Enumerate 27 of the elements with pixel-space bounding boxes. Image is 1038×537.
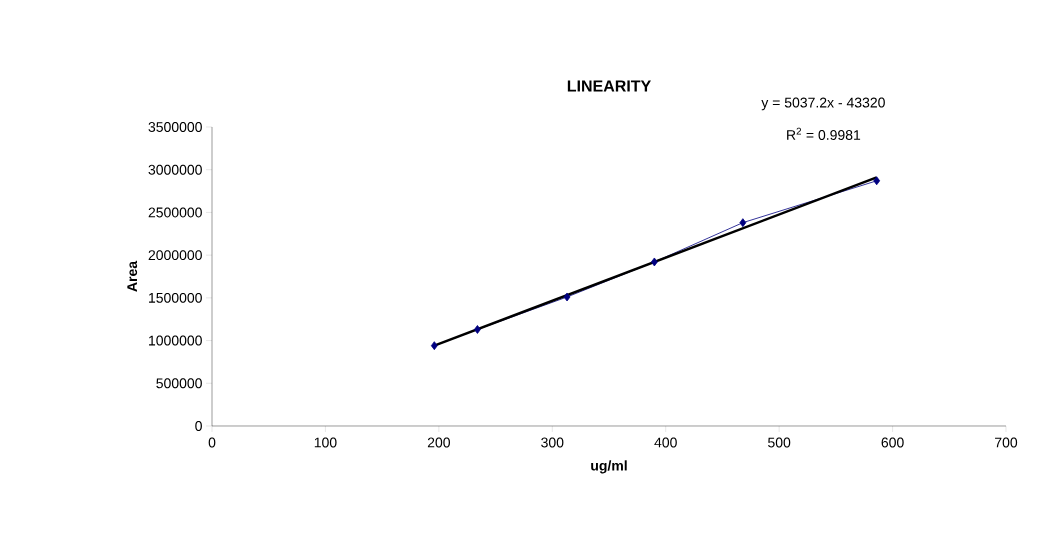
x-tick-label: 700 [995, 437, 1018, 448]
chart-title: LINEARITY [567, 80, 651, 92]
point [563, 292, 571, 302]
point [474, 325, 481, 334]
x-tick-label: 600 [881, 437, 904, 448]
y-tick-label: 1000000 [149, 335, 202, 346]
point [873, 176, 881, 186]
x-tick-label: 500 [768, 437, 791, 448]
y-tick-label: 3500000 [148, 122, 202, 132]
y-tick-label: 1500000 [149, 292, 202, 303]
y-tick-label: 3000000 [148, 164, 202, 175]
y-tick-label: 0 [195, 421, 202, 431]
x-tick-label: 300 [541, 437, 564, 448]
y-axis-title: Area [127, 260, 138, 292]
x-tick-label: 400 [654, 437, 677, 448]
y-tick-label: 500000 [156, 378, 202, 389]
y-tick-label: 2500000 [148, 207, 202, 218]
x-tick-label: 200 [427, 437, 450, 448]
point [650, 257, 658, 267]
y-tick-label: 2000000 [148, 250, 202, 261]
x-tick-label: 0 [208, 437, 216, 448]
point [430, 341, 438, 351]
x-tick-label: 100 [314, 437, 337, 448]
x-axis-title: ug/ml [591, 460, 627, 474]
annotation: R$^{2}$ = 0.9981 [787, 127, 861, 140]
text: y = 5037.2x - 43320 [761, 97, 885, 111]
point [739, 218, 747, 228]
